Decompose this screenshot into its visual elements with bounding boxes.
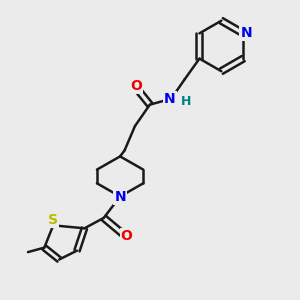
Text: O: O xyxy=(130,79,142,93)
Text: O: O xyxy=(121,229,133,243)
Text: S: S xyxy=(48,213,58,227)
Text: H: H xyxy=(181,95,191,108)
Text: N: N xyxy=(240,26,252,40)
Text: N: N xyxy=(164,92,176,106)
Text: N: N xyxy=(114,190,126,203)
